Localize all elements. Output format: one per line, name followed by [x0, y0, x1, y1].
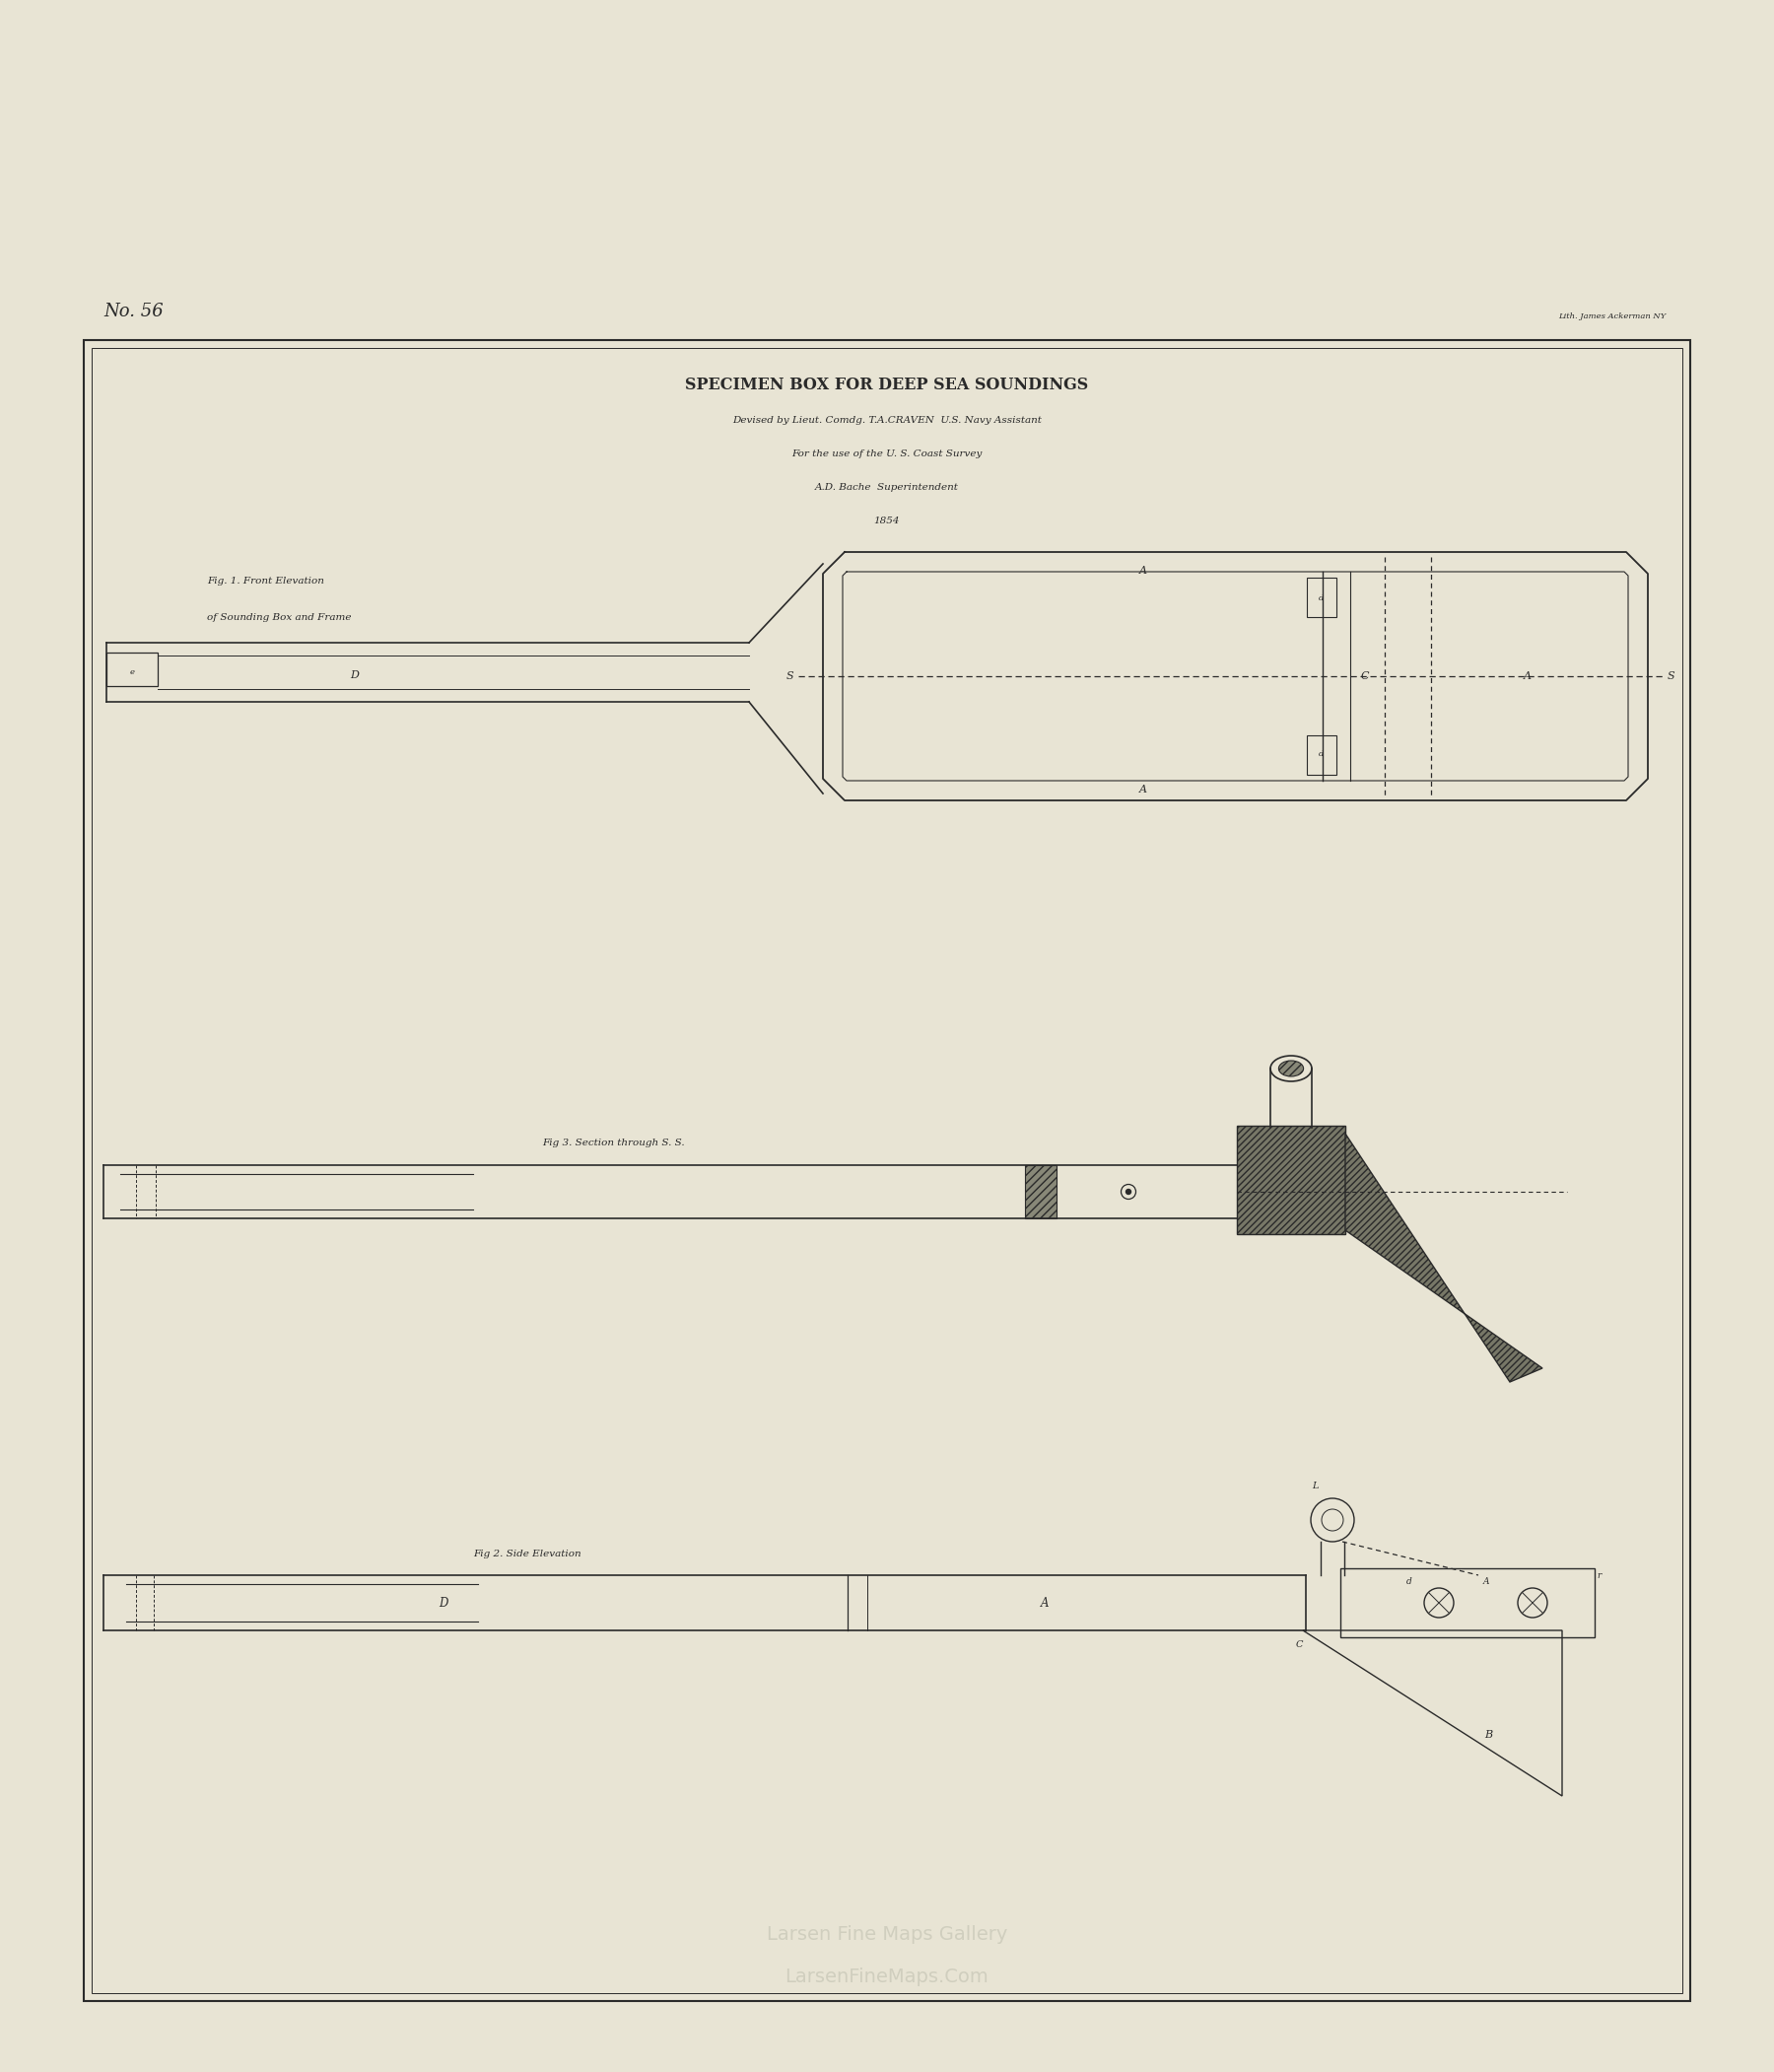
- Text: A: A: [1139, 785, 1148, 794]
- Text: e: e: [130, 667, 135, 675]
- Text: For the use of the U. S. Coast Survey: For the use of the U. S. Coast Survey: [791, 450, 983, 458]
- Bar: [92, 348, 1682, 1993]
- Text: S: S: [1668, 671, 1675, 682]
- Text: 1854: 1854: [875, 516, 899, 526]
- Text: Fig 3. Section through S. S.: Fig 3. Section through S. S.: [543, 1138, 685, 1148]
- Ellipse shape: [1270, 1057, 1311, 1082]
- Text: A.D. Bache  Superintendent: A.D. Bache Superintendent: [814, 483, 960, 491]
- Bar: [106, 653, 158, 686]
- Bar: [1236, 1125, 1345, 1235]
- Text: Fig 2. Side Elevation: Fig 2. Side Elevation: [474, 1550, 582, 1558]
- Polygon shape: [1345, 1133, 1542, 1382]
- Text: d: d: [1320, 750, 1323, 758]
- Text: D: D: [438, 1595, 449, 1610]
- Text: C: C: [1295, 1641, 1302, 1649]
- Text: A: A: [1041, 1595, 1048, 1610]
- Text: Devised by Lieut. Comdg. T.A.CRAVEN  U.S. Navy Assistant: Devised by Lieut. Comdg. T.A.CRAVEN U.S.…: [733, 416, 1041, 425]
- Text: B: B: [1485, 1730, 1492, 1740]
- Circle shape: [1126, 1189, 1132, 1193]
- Text: A: A: [1139, 566, 1148, 576]
- Bar: [83, 340, 1691, 2002]
- Text: Lith. James Ackerman NY: Lith. James Ackerman NY: [1558, 313, 1666, 321]
- Ellipse shape: [1279, 1061, 1304, 1077]
- Text: A: A: [1483, 1577, 1490, 1585]
- Text: r: r: [1597, 1571, 1600, 1579]
- Bar: [1341, 1569, 1595, 1637]
- Text: LarsenFineMaps.Com: LarsenFineMaps.Com: [786, 1966, 988, 1985]
- Bar: [1307, 736, 1336, 775]
- Text: No. 56: No. 56: [103, 303, 163, 321]
- Bar: [1307, 578, 1336, 617]
- Text: of Sounding Box and Frame: of Sounding Box and Frame: [208, 613, 351, 622]
- Text: d: d: [1407, 1577, 1412, 1585]
- Text: C: C: [1361, 671, 1370, 682]
- Text: D: D: [351, 669, 358, 680]
- Text: Fig. 1. Front Elevation: Fig. 1. Front Elevation: [208, 576, 325, 586]
- Bar: [1025, 1164, 1057, 1218]
- Text: L: L: [1311, 1481, 1318, 1490]
- Text: d: d: [1320, 595, 1323, 603]
- Text: S: S: [786, 671, 793, 682]
- Text: Larsen Fine Maps Gallery: Larsen Fine Maps Gallery: [766, 1925, 1008, 1944]
- Text: A: A: [1524, 671, 1531, 682]
- Text: SPECIMEN BOX FOR DEEP SEA SOUNDINGS: SPECIMEN BOX FOR DEEP SEA SOUNDINGS: [685, 377, 1089, 394]
